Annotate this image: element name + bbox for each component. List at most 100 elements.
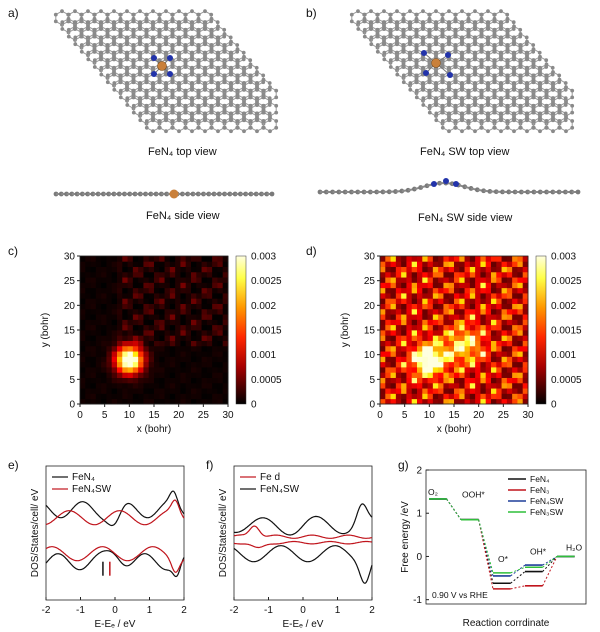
heatmap-cell [380,345,386,352]
heatmap-cell [475,330,481,336]
heatmap-cell [438,367,444,373]
heatmap-cell [385,277,391,283]
carbon-atom [170,47,175,52]
heatmap-cell [159,287,165,294]
heatmap-cell [206,393,213,400]
heatmap-cell [111,361,118,368]
carbon-atom [125,24,129,29]
heatmap-cell [432,393,439,400]
heatmap-cell [138,303,144,310]
heatmap-cell [132,308,139,315]
heatmap-cell [512,367,518,373]
carbon-atom [105,62,110,67]
heatmap-cell [111,314,118,320]
carbon-atom [196,62,201,67]
heatmap-cell [138,388,144,394]
heatmap-cell [117,277,123,283]
carbon-atom [138,9,142,14]
heatmap-cell [491,330,497,336]
heatmap-cell [132,367,139,373]
heatmap-cell [506,388,513,394]
carbon-atom [118,43,123,47]
carbon-atom [518,43,523,47]
heatmap-cell [432,398,439,405]
heatmap-cell [506,256,513,262]
carbon-atom [118,88,123,93]
heatmap-cell [432,319,439,326]
carbon-atom [447,81,452,85]
heatmap-cell [175,377,181,384]
carbon-atom [112,65,117,70]
y-tick-label: 2 [416,466,422,477]
heatmap-cell [448,282,455,289]
heatmap-cell [143,308,150,315]
carbon-atom [235,119,240,123]
heatmap-cell [475,340,481,347]
heatmap-cell [401,340,407,347]
x-tick-label: 5 [102,410,108,421]
carbon-atom [112,70,116,74]
heatmap-cell [217,287,224,294]
heatmap-cell [427,324,434,331]
heatmap-cell [143,287,150,294]
carbon-atom [248,58,253,63]
heatmap-cell [217,261,224,267]
heatmap-cell [222,361,229,368]
heatmap-cell [480,351,487,357]
heatmap-cell [469,361,476,368]
carbon-atom [73,24,77,29]
heatmap-cell [111,351,118,357]
carbon-atom [531,92,536,97]
carbon-atom [474,187,480,193]
heatmap-cell [427,319,434,326]
colorbar-tick-label: 0.003 [551,252,576,263]
heatmap-cell [491,261,497,267]
heatmap-cell [191,335,197,341]
heatmap-cell [522,372,529,378]
heatmap-cell [222,388,229,394]
carbon-atom [144,47,149,52]
heatmap-cell [395,271,402,278]
colorbar-tick-label: 0.0025 [551,276,582,287]
heatmap-cell [111,271,118,278]
heatmap-cell [127,372,134,378]
carbon-atom [525,100,529,105]
carbon-atom [466,119,471,123]
carbon-atom [453,108,458,112]
heatmap-cell [222,271,229,278]
heatmap-cell [427,382,434,389]
heatmap-cell [475,382,481,389]
heatmap-cell [459,382,465,389]
heatmap-cell [122,319,128,326]
heatmap-cell [180,335,187,341]
heatmap-cell [517,356,524,363]
heatmap-cell [517,271,524,278]
heatmap-cell [143,319,150,326]
heatmap-cell [111,256,118,262]
carbon-atom [105,32,110,36]
heatmap-cell [480,345,487,352]
x-axis-label: x (bohr) [437,424,471,435]
heatmap-cell [164,345,171,352]
y-tick-label: 20 [64,301,76,312]
heatmap-cell [401,372,407,378]
heatmap-cell [111,398,118,405]
heatmap-cell [95,372,102,378]
carbon-atom [112,54,116,59]
carbon-atom [356,9,360,14]
heatmap-cell [180,287,187,294]
carbon-atom [473,54,477,59]
carbon-atom [414,58,419,63]
carbon-atom [235,77,240,82]
carbon-atom [512,65,517,70]
y-axis-label: DOS/States/cell/ eV [218,488,229,577]
carbon-atom [505,12,510,17]
carbon-atom [531,189,537,195]
heatmap-cell [127,335,134,341]
heatmap-cell [122,398,128,405]
heatmap-cell [169,372,176,378]
heatmap-cell [127,303,134,310]
heatmap-cell [143,330,150,336]
carbon-atom [183,12,188,17]
